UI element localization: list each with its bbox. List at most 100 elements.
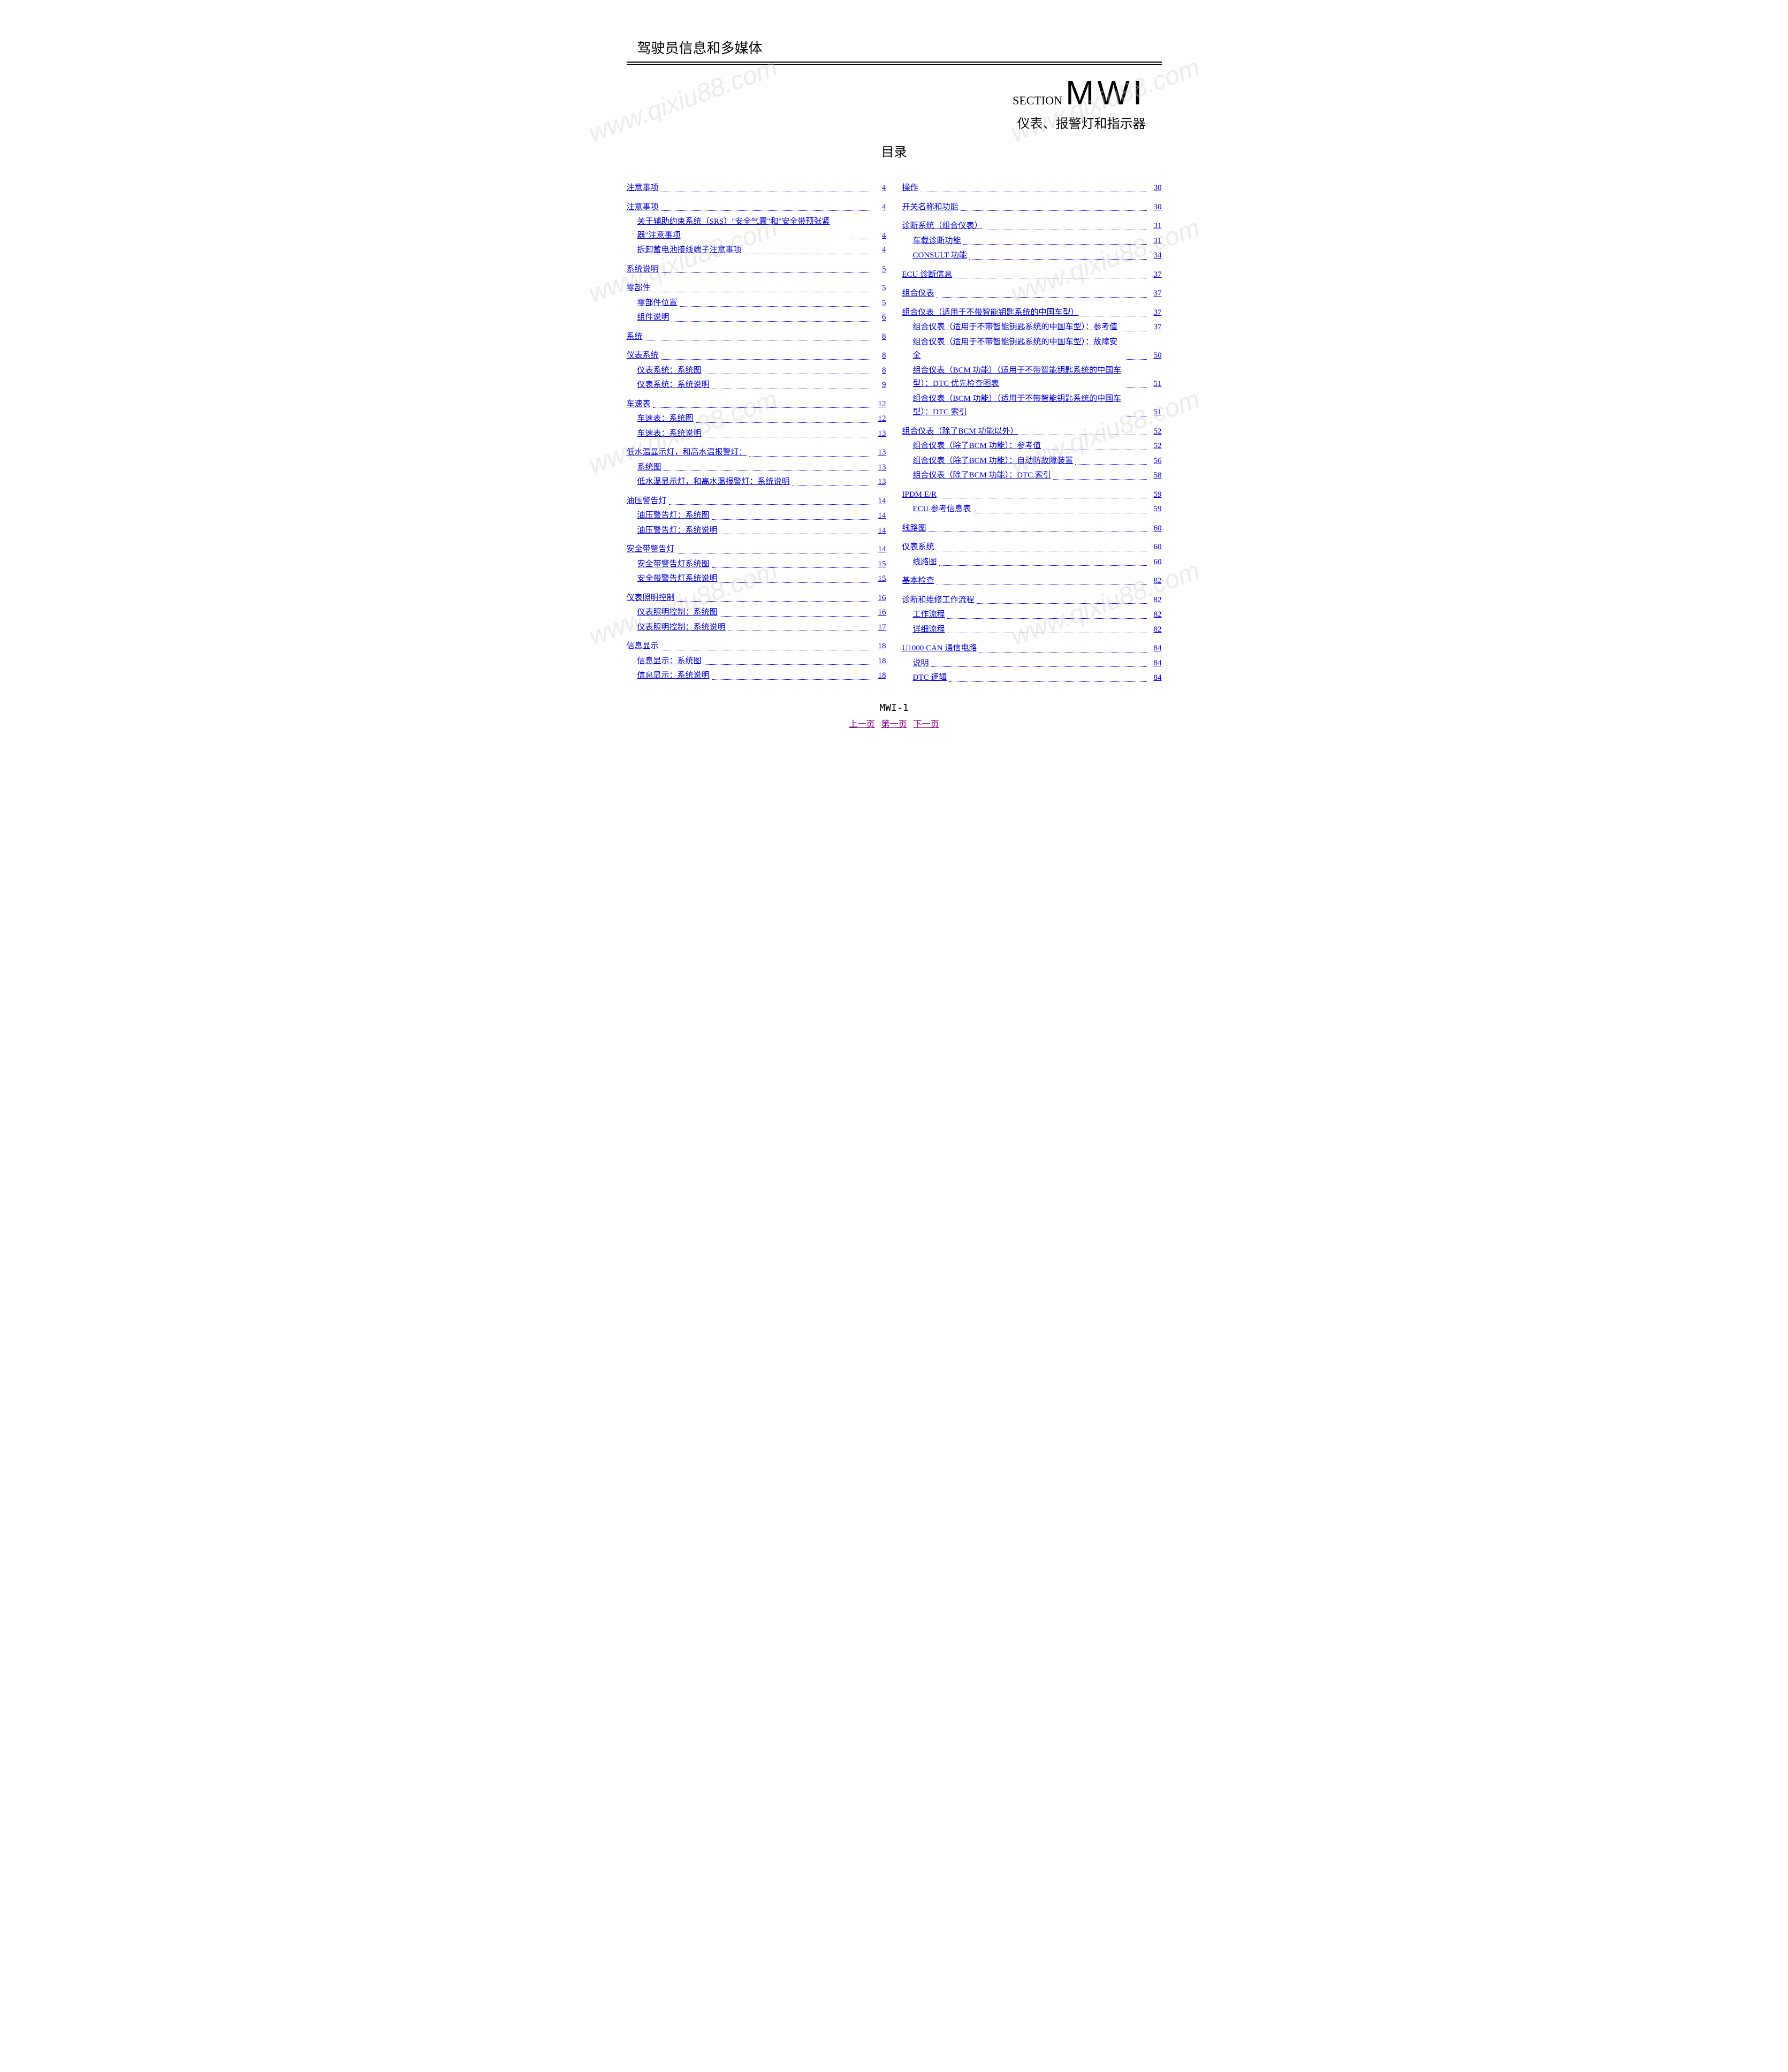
toc-entry-label[interactable]: ECU 诊断信息 xyxy=(902,268,953,282)
toc-entry-label[interactable]: 拆卸蓄电池接线端子注意事项 xyxy=(637,244,742,257)
toc-entry-page[interactable]: 37 xyxy=(1149,287,1162,301)
toc-entry-label[interactable]: 组合仪表 xyxy=(902,287,934,301)
toc-entry-label[interactable]: 注意事项 xyxy=(627,201,659,215)
toc-entry[interactable]: ECU 诊断信息37 xyxy=(902,268,1162,282)
toc-entry-label[interactable]: 仪表系统：系统图 xyxy=(637,364,702,378)
toc-entry-page[interactable]: 8 xyxy=(873,330,886,344)
toc-entry-page[interactable]: 16 xyxy=(873,606,886,620)
toc-entry[interactable]: 组合仪表（除了BCM 功能以外）52 xyxy=(902,425,1162,439)
toc-entry-label[interactable]: IPDM E/R xyxy=(902,488,937,502)
toc-entry[interactable]: 说明 84 xyxy=(913,657,1162,671)
toc-entry-page[interactable]: 4 xyxy=(873,181,886,195)
toc-entry-page[interactable]: 82 xyxy=(1149,594,1162,608)
toc-entry[interactable]: 车载诊断功能31 xyxy=(913,234,1162,248)
toc-entry-page[interactable]: 12 xyxy=(873,412,886,426)
toc-entry[interactable]: 仪表系统：系统说明9 xyxy=(637,378,886,392)
toc-entry-label[interactable]: 关于辅助约束系统（SRS）"安全气囊"和"安全带预张紧器"注意事项 xyxy=(637,215,849,242)
toc-entry-label[interactable]: 车载诊断功能 xyxy=(913,234,961,248)
toc-entry[interactable]: 注意事项 4 xyxy=(627,181,886,195)
toc-entry-page[interactable]: 14 xyxy=(873,495,886,508)
toc-entry-label[interactable]: 安全带警告灯系统说明 xyxy=(637,572,718,586)
nav-first-link[interactable]: 第一页 xyxy=(881,720,907,729)
toc-entry-label[interactable]: 组件说明 xyxy=(637,311,669,325)
toc-entry-label[interactable]: 详细流程 xyxy=(913,623,945,637)
toc-entry-page[interactable]: 82 xyxy=(1149,574,1162,588)
toc-entry-page[interactable]: 84 xyxy=(1149,642,1162,656)
toc-entry-label[interactable]: 工作流程 xyxy=(913,608,945,622)
toc-entry-label[interactable]: 基本检查 xyxy=(902,574,934,588)
toc-entry[interactable]: 仪表照明控制16 xyxy=(627,591,886,605)
toc-entry-label[interactable]: 组合仪表（除了BCM 功能）：DTC 索引 xyxy=(913,469,1051,483)
toc-entry-page[interactable]: 8 xyxy=(873,349,886,363)
toc-entry[interactable]: 油压警告灯14 xyxy=(627,495,886,508)
toc-entry-page[interactable]: 13 xyxy=(873,475,886,489)
toc-entry-label[interactable]: 开关名称和功能 xyxy=(902,201,958,215)
toc-entry-label[interactable]: 仪表系统：系统说明 xyxy=(637,378,710,392)
toc-entry-label[interactable]: 安全带警告灯 xyxy=(627,543,675,557)
toc-entry-page[interactable]: 5 xyxy=(873,263,886,277)
toc-entry[interactable]: 系统 8 xyxy=(627,330,886,344)
toc-entry-page[interactable]: 52 xyxy=(1149,425,1162,439)
toc-entry-page[interactable]: 84 xyxy=(1149,671,1162,685)
toc-entry[interactable]: 注意事项4 xyxy=(627,201,886,215)
toc-entry-page[interactable]: 60 xyxy=(1149,541,1162,555)
toc-entry-label[interactable]: 车速表：系统说明 xyxy=(637,427,702,441)
toc-entry[interactable]: 详细流程82 xyxy=(913,623,1162,637)
toc-entry-page[interactable]: 18 xyxy=(873,669,886,683)
toc-entry[interactable]: 车速表 12 xyxy=(627,398,886,412)
toc-entry-label[interactable]: 注意事项 xyxy=(627,181,659,195)
toc-entry-page[interactable]: 37 xyxy=(1149,306,1162,320)
toc-entry-page[interactable]: 16 xyxy=(873,591,886,605)
toc-entry-page[interactable]: 59 xyxy=(1149,488,1162,502)
toc-entry-label[interactable]: 组合仪表（除了BCM 功能）：自动防故障装置 xyxy=(913,454,1074,468)
toc-entry[interactable]: CONSULT 功能34 xyxy=(913,249,1162,263)
toc-entry-page[interactable]: 60 xyxy=(1149,556,1162,570)
toc-entry-label[interactable]: 车速表：系统图 xyxy=(637,412,694,426)
toc-entry-page[interactable]: 4 xyxy=(873,229,886,243)
toc-entry-label[interactable]: 仪表系统 xyxy=(627,349,659,363)
toc-entry[interactable]: 组合仪表（适用于不带智能钥匙系统的中国车型）37 xyxy=(902,306,1162,320)
nav-next-link[interactable]: 下一页 xyxy=(914,720,939,729)
nav-prev-link[interactable]: 上一页 xyxy=(849,720,874,729)
toc-entry-page[interactable]: 82 xyxy=(1149,608,1162,622)
toc-entry-label[interactable]: 组合仪表（适用于不带智能钥匙系统的中国车型）：故障安全 xyxy=(913,336,1124,363)
toc-entry-label[interactable]: 车速表 xyxy=(627,398,651,412)
toc-entry-page[interactable]: 15 xyxy=(873,558,886,572)
toc-entry[interactable]: 关于辅助约束系统（SRS）"安全气囊"和"安全带预张紧器"注意事项 4 xyxy=(637,215,886,242)
toc-entry-label[interactable]: 低水温显示灯，和高水温报警灯： xyxy=(627,446,747,460)
toc-entry-page[interactable]: 60 xyxy=(1149,522,1162,536)
toc-entry[interactable]: 仪表照明控制：系统图16 xyxy=(637,606,886,620)
toc-entry-label[interactable]: 组合仪表（BCM 功能）（适用于不带智能钥匙系统的中国车型）：DTC 优先检查图… xyxy=(913,364,1124,391)
toc-entry-page[interactable]: 51 xyxy=(1149,377,1162,391)
toc-entry-page[interactable]: 52 xyxy=(1149,439,1162,453)
toc-entry[interactable]: 车速表：系统图 12 xyxy=(637,412,886,426)
toc-entry[interactable]: 油压警告灯：系统说明14 xyxy=(637,524,886,538)
toc-entry[interactable]: DTC 逻辑84 xyxy=(913,671,1162,685)
toc-entry-page[interactable]: 5 xyxy=(873,297,886,310)
toc-entry[interactable]: 低水温显示灯，和高水温报警灯： 13 xyxy=(627,446,886,460)
toc-entry[interactable]: 仪表系统 60 xyxy=(902,541,1162,555)
toc-entry[interactable]: 组合仪表（除了BCM 功能）：自动防故障装置 56 xyxy=(913,454,1162,468)
toc-entry-page[interactable]: 12 xyxy=(873,398,886,412)
toc-entry-page[interactable]: 59 xyxy=(1149,503,1162,517)
toc-entry-label[interactable]: 零部件 xyxy=(627,282,651,295)
toc-entry[interactable]: 诊断和维修工作流程82 xyxy=(902,594,1162,608)
toc-entry[interactable]: 组合仪表（除了BCM 功能）：DTC 索引58 xyxy=(913,469,1162,483)
toc-entry-label[interactable]: 系统 xyxy=(627,330,643,344)
toc-entry-page[interactable]: 56 xyxy=(1149,454,1162,468)
toc-entry[interactable]: 组合仪表（适用于不带智能钥匙系统的中国车型）：故障安全50 xyxy=(913,336,1162,363)
toc-entry[interactable]: 信息显示：系统图18 xyxy=(637,655,886,669)
toc-entry[interactable]: 安全带警告灯14 xyxy=(627,543,886,557)
toc-entry-page[interactable]: 18 xyxy=(873,640,886,654)
toc-entry-label[interactable]: 仪表系统 xyxy=(902,541,934,555)
toc-entry[interactable]: IPDM E/R 59 xyxy=(902,488,1162,502)
toc-entry[interactable]: 零部件位置5 xyxy=(637,297,886,310)
toc-entry-page[interactable]: 84 xyxy=(1149,657,1162,671)
toc-entry-page[interactable]: 18 xyxy=(873,655,886,669)
toc-entry-page[interactable]: 13 xyxy=(873,446,886,460)
toc-entry-page[interactable]: 17 xyxy=(873,621,886,635)
toc-entry[interactable]: 安全带警告灯系统图15 xyxy=(637,558,886,572)
toc-entry[interactable]: 组合仪表（BCM 功能）（适用于不带智能钥匙系统的中国车型）：DTC 优先检查图… xyxy=(913,364,1162,391)
toc-entry-label[interactable]: 说明 xyxy=(913,657,929,671)
toc-entry[interactable]: 信息显示18 xyxy=(627,640,886,654)
